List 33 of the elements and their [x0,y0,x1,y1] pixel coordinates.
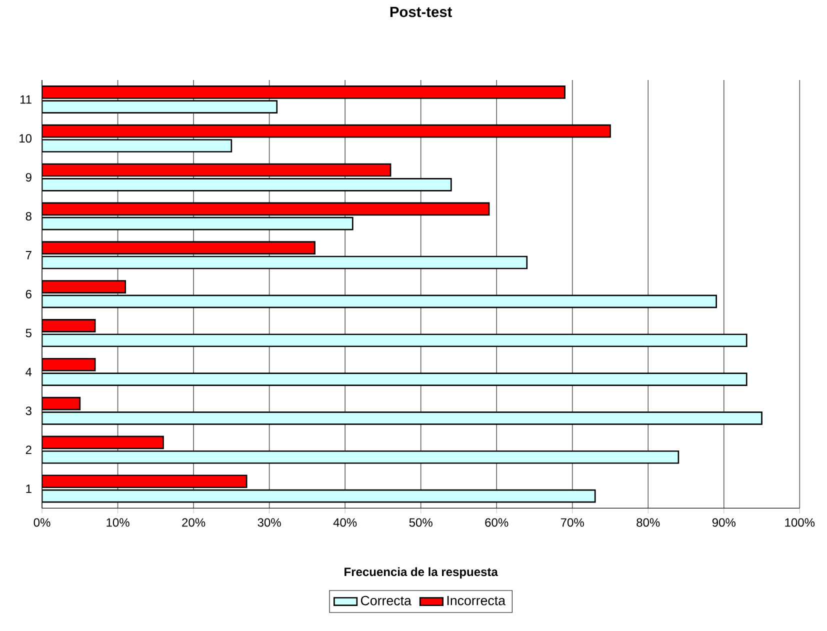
chart-title: Post-test [390,6,452,18]
y-tick-label: 1 [26,484,32,493]
x-tick-label: 90% [712,518,736,527]
bar [42,489,596,503]
legend-label: Correcta [360,596,412,606]
bar [42,436,164,450]
bar [42,124,611,138]
bar [42,294,717,308]
x-tick-label: 60% [485,518,508,527]
legend-label: Incorrecta [447,596,506,606]
bar [42,256,528,270]
y-tick-label: 9 [26,173,32,182]
y-tick-label: 6 [26,290,32,298]
y-tick-label: 2 [26,446,32,454]
y-tick-label: 10 [20,134,32,143]
x-tick-label: 40% [333,518,357,527]
y-tick-label: 4 [26,368,32,376]
y-tick-label: 3 [26,406,32,416]
y-tick-label: 11 [20,95,32,104]
x-tick-label: 0% [34,518,50,527]
x-tick-label: 10% [106,518,130,527]
x-tick-label: 80% [636,518,660,527]
y-tick-label: 7 [26,251,32,260]
x-tick-label: 50% [409,518,432,527]
x-tick-label: 20% [182,518,206,527]
x-tick-label: 70% [560,518,584,527]
y-tick-label: 5 [26,328,32,338]
x-tick-label: 100% [785,518,815,527]
bar [42,202,490,216]
x-tick-label: 30% [258,518,281,527]
y-tick-label: 8 [26,212,32,221]
bar [42,163,392,177]
x-axis-title: Frecuencia de la respuesta [344,567,498,579]
